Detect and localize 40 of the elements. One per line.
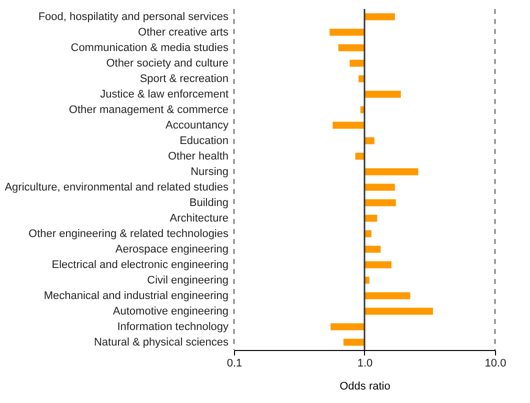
bar: [364, 308, 434, 315]
bar: [338, 44, 364, 52]
y-tick-label: Building: [189, 196, 228, 209]
x-axis-title: Odds ratio: [340, 380, 390, 392]
bar: [330, 28, 364, 36]
x-tick-label: 1.0: [357, 358, 373, 370]
bar: [364, 13, 395, 20]
bar: [364, 90, 401, 98]
bar: [364, 199, 396, 206]
y-tick-label: Accountancy: [166, 119, 229, 132]
y-tick-label: Natural & physical sciences: [94, 336, 229, 348]
y-tick-label: Civil engineering: [147, 274, 228, 286]
y-tick-label: Mechanical and industrial engineering: [44, 290, 228, 302]
x-tick-label: 10.0: [484, 358, 506, 370]
y-tick-label: Other management & commerce: [68, 104, 228, 116]
y-tick-label: Sport & recreation: [140, 72, 228, 85]
bar: [332, 122, 364, 129]
y-tick-label: Food, hospilatity and personal services: [38, 10, 229, 23]
y-tick-label: Architecture: [170, 212, 228, 224]
y-tick-label: Electrical and electronic engineering: [52, 258, 228, 271]
bar: [364, 168, 418, 176]
y-tick-label: Automotive engineering: [112, 305, 228, 318]
y-tick-label: Other creative arts: [138, 26, 229, 38]
x-tick-label: 0.1: [226, 358, 242, 370]
y-tick-label: Other engineering & related technologies: [28, 228, 229, 240]
y-tick-label: Information technology: [117, 320, 229, 333]
y-tick-label: Justice & law enforcement: [100, 88, 228, 100]
y-tick-label: Other society and culture: [106, 57, 228, 70]
bar: [343, 338, 364, 346]
y-tick-label: Communication & media studies: [70, 42, 229, 54]
bar: [364, 261, 392, 268]
y-tick-label: Other health: [168, 150, 228, 162]
bar: [364, 184, 395, 191]
y-tick-label: Nursing: [190, 166, 228, 178]
y-tick-label: Aerospace engineering: [115, 243, 228, 256]
bar: [364, 292, 410, 300]
y-tick-label: Agriculture, environmental and related studies: [4, 181, 229, 194]
bar: [350, 60, 364, 67]
y-tick-label: Education: [180, 134, 228, 147]
bar: [330, 323, 364, 330]
